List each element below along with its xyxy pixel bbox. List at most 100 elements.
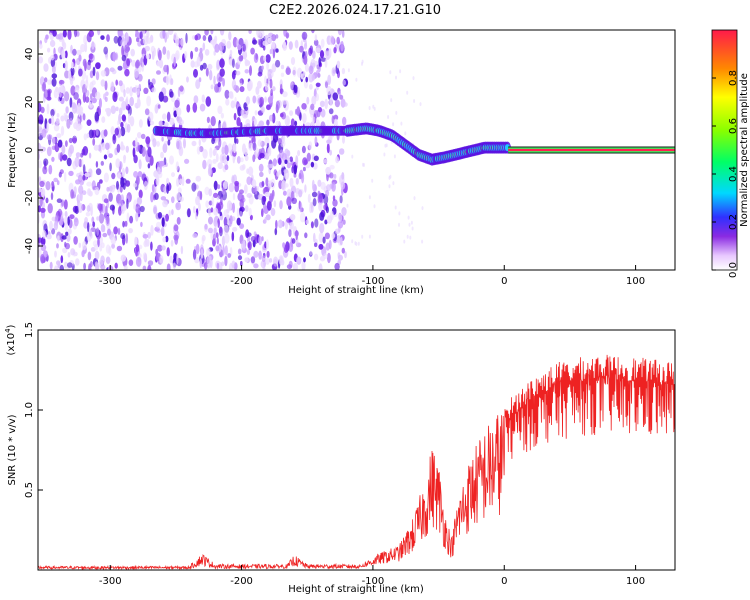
- noise-blob: [162, 236, 167, 243]
- noise-blob: [169, 117, 175, 126]
- noise-blob: [265, 257, 270, 265]
- spectrogram-y-tick-label: 20: [24, 96, 35, 109]
- noise-blob: [49, 261, 53, 270]
- noise-blob: [264, 216, 267, 224]
- noise-blob: [176, 140, 180, 150]
- noise-blob: [311, 191, 318, 198]
- noise-blob: [46, 122, 49, 132]
- noise-blob: [71, 102, 76, 109]
- noise-blob: [116, 180, 119, 190]
- noise-blob: [112, 91, 118, 103]
- noise-blob: [59, 91, 62, 98]
- noise-blob: [170, 239, 174, 247]
- noise-blob: [120, 38, 126, 47]
- noise-blob: [205, 200, 210, 208]
- noise-blob: [226, 200, 232, 212]
- noise-blob: [325, 166, 331, 175]
- noise-blob: [88, 168, 93, 175]
- noise-blob: [118, 96, 124, 102]
- noise-blob: [264, 96, 267, 103]
- noise-blob: [117, 30, 123, 38]
- noise-blob: [259, 171, 264, 177]
- snr-y-tick-label: 0.5: [24, 482, 35, 498]
- noise-blob: [199, 258, 203, 269]
- noise-blob: [208, 227, 213, 234]
- noise-blob: [262, 44, 266, 51]
- noise-blob: [133, 171, 139, 178]
- noise-blob: [91, 80, 96, 86]
- noise-blob: [222, 245, 225, 256]
- noise-blob: [186, 208, 191, 218]
- noise-blob: [153, 47, 156, 57]
- noise-blob: [43, 89, 49, 99]
- noise-blob: [120, 177, 125, 188]
- noise-blob: [73, 217, 79, 227]
- noise-blob: [169, 255, 173, 264]
- noise-blob: [272, 256, 279, 267]
- noise-blob: [158, 49, 162, 61]
- noise-blob: [286, 150, 291, 157]
- noise-blob: [192, 233, 198, 239]
- noise-blob: [408, 222, 411, 227]
- noise-blob: [314, 109, 318, 119]
- noise-blob: [272, 86, 276, 92]
- noise-blob: [222, 120, 227, 130]
- noise-blob: [56, 113, 60, 118]
- noise-blob: [271, 41, 276, 49]
- spectrogram-y-label: Frequency (Hz): [7, 112, 18, 188]
- noise-blob: [302, 113, 307, 124]
- tone-band-core: [508, 148, 675, 152]
- noise-blob: [258, 38, 263, 48]
- noise-blob: [38, 237, 43, 243]
- noise-blob: [202, 35, 207, 41]
- noise-blob: [202, 42, 206, 51]
- noise-blob: [74, 30, 78, 38]
- noise-blob: [150, 191, 154, 203]
- noise-blob: [406, 234, 409, 239]
- noise-blob: [109, 162, 112, 172]
- noise-blob: [77, 123, 83, 130]
- noise-blob: [193, 68, 198, 78]
- noise-blob: [58, 79, 65, 85]
- noise-blob: [204, 223, 208, 230]
- noise-blob: [108, 192, 113, 202]
- noise-blob: [126, 212, 130, 222]
- noise-blob: [294, 120, 298, 127]
- noise-blob: [124, 220, 128, 227]
- noise-blob: [132, 147, 136, 158]
- noise-blob: [118, 107, 123, 116]
- noise-blob: [296, 106, 301, 117]
- noise-blob: [115, 158, 121, 169]
- noise-blob: [224, 89, 230, 99]
- noise-blob: [245, 60, 251, 66]
- noise-blob: [239, 223, 245, 230]
- noise-blob: [88, 30, 94, 38]
- noise-blob: [346, 203, 349, 208]
- noise-blob: [322, 236, 326, 244]
- noise-blob: [112, 133, 117, 145]
- noise-blob: [195, 175, 202, 182]
- noise-blob: [216, 237, 219, 245]
- noise-blob: [354, 241, 357, 246]
- noise-blob: [227, 253, 232, 258]
- noise-blob: [166, 183, 170, 194]
- noise-blob: [244, 257, 249, 263]
- noise-blob: [244, 106, 249, 112]
- noise-blob: [385, 143, 388, 148]
- noise-blob: [157, 171, 163, 178]
- noise-blob: [210, 30, 214, 35]
- noise-blob: [333, 174, 337, 179]
- noise-blob: [331, 67, 336, 77]
- noise-blob: [186, 104, 191, 113]
- noise-blob: [279, 149, 284, 159]
- noise-blob: [191, 140, 197, 147]
- noise-blob: [156, 70, 161, 75]
- noise-blob: [145, 53, 150, 60]
- noise-blob: [185, 32, 188, 44]
- noise-blob: [107, 228, 111, 236]
- noise-blob: [351, 239, 354, 244]
- noise-blob: [267, 146, 272, 157]
- noise-blob: [325, 189, 330, 197]
- noise-blob: [219, 211, 222, 217]
- noise-blob: [387, 115, 390, 119]
